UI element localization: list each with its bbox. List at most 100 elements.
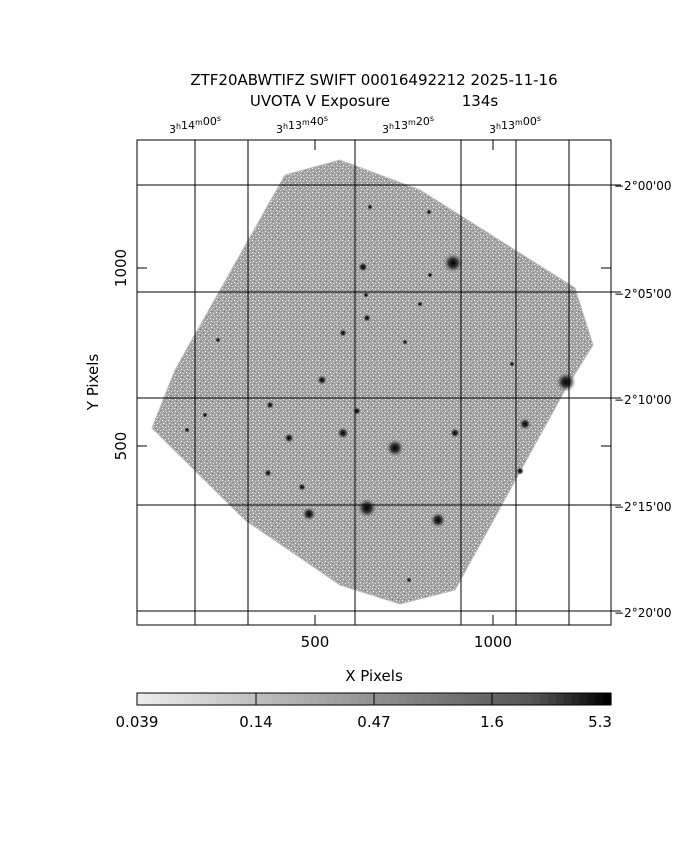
colorbar-segment [413,693,422,705]
colorbar-segment [516,693,525,705]
star-source [202,412,208,418]
star-source [317,375,327,385]
dec-tick-label: −2°20'00 [614,606,672,620]
star-source [417,301,423,307]
star-source [363,292,369,298]
colorbar-segment [389,693,399,705]
star-source [556,372,576,392]
colorbar-label: 0.039 [116,713,159,731]
star-source [519,418,531,430]
y-axis-label: Y Pixels [84,354,102,412]
axis-ticks [137,140,621,625]
star-source [509,361,515,367]
colorbar-segment [374,693,383,705]
colorbar-segment [184,693,193,705]
colorbar-segment [603,693,612,705]
star-source [357,498,377,518]
colorbar-segment [200,693,209,705]
y-tick-label: 1000 [112,249,130,287]
colorbar-segment [532,693,541,705]
ra-tick-label: 3h13m40s [276,114,328,136]
colorbar-segment [279,693,288,705]
star-source [337,427,349,439]
colorbar-segment [571,693,580,705]
colorbar-segment [302,693,312,705]
colorbar-segment [287,693,296,705]
colorbar-segment [350,693,359,705]
colorbar-segment [247,693,257,705]
star-source [358,262,368,272]
y-tick-label: 500 [112,432,130,461]
colorbar-segment [326,693,336,705]
colorbar-label: 1.6 [480,713,504,731]
colorbar [137,693,612,705]
dec-tick-label: −2°15'00 [614,500,672,514]
colorbar-segment [484,693,494,705]
colorbar-segment [445,693,454,705]
star-source [215,337,221,343]
colorbar-segment [453,693,462,705]
colorbar-segment [144,693,154,705]
colorbar-label: 0.14 [239,713,272,731]
star-source [298,483,306,491]
dec-tick-label: −2°10'00 [614,393,672,407]
star-sources [184,204,576,583]
star-source [266,401,274,409]
colorbar-segment [492,693,501,705]
colorbar-segment [381,693,391,705]
star-source [339,329,347,337]
colorbar-segment [310,693,320,705]
colorbar-segment [563,693,573,705]
star-source [402,339,408,345]
exposure-value: 134s [462,92,499,110]
star-source [363,314,371,322]
x-tick-label: 500 [301,633,330,651]
colorbar-segment [468,693,478,705]
colorbar-segment [421,693,430,705]
star-source [430,512,446,528]
colorbar-segment [547,693,557,705]
dec-tick-label: −2°05'00 [614,287,672,301]
colorbar-segment [318,693,328,705]
colorbar-segment [405,693,415,705]
colorbar-segment [334,693,343,705]
colorbar-segment [595,693,604,705]
colorbar-segment [500,693,509,705]
ra-tick-labels: 3h14m00s 3h13m40s 3h13m20s 3h13m00s [169,114,541,136]
star-source [302,507,316,521]
dec-tick-label: −2°00'00 [614,179,672,193]
colorbar-segment [579,693,588,705]
colorbar-segment [342,693,351,705]
star-source [406,577,412,583]
star-source [443,253,463,273]
colorbar-segment [231,693,241,705]
colorbar-segment [255,693,264,705]
colorbar-segment [152,693,162,705]
colorbar-segment [539,693,549,705]
colorbar-segment [429,693,438,705]
colorbar-segment [160,693,170,705]
star-source [426,209,432,215]
star-source [184,427,190,433]
ra-tick-label: 3h13m00s [489,114,541,136]
star-source [450,428,460,438]
figure-title: ZTF20ABWTIFZ SWIFT 00016492212 2025-11-1… [190,71,557,89]
colorbar-label: 0.47 [357,713,390,731]
colorbar-segment [460,693,470,705]
colorbar-segment [358,693,367,705]
colorbar-segment [192,693,201,705]
colorbar-segment [168,693,178,705]
star-source [284,433,294,443]
exposure-label: UVOTA V Exposure [250,92,390,110]
colorbar-segment [437,693,446,705]
plot-frame [136,139,612,626]
ra-tick-label: 3h13m20s [382,114,434,136]
sky-image [151,159,594,605]
colorbar-segment [295,693,304,705]
exposure-field [151,159,594,605]
colorbar-segment [366,693,375,705]
star-source [353,407,361,415]
colorbar-segment [271,693,280,705]
star-source [264,469,272,477]
colorbar-segment [137,693,146,705]
